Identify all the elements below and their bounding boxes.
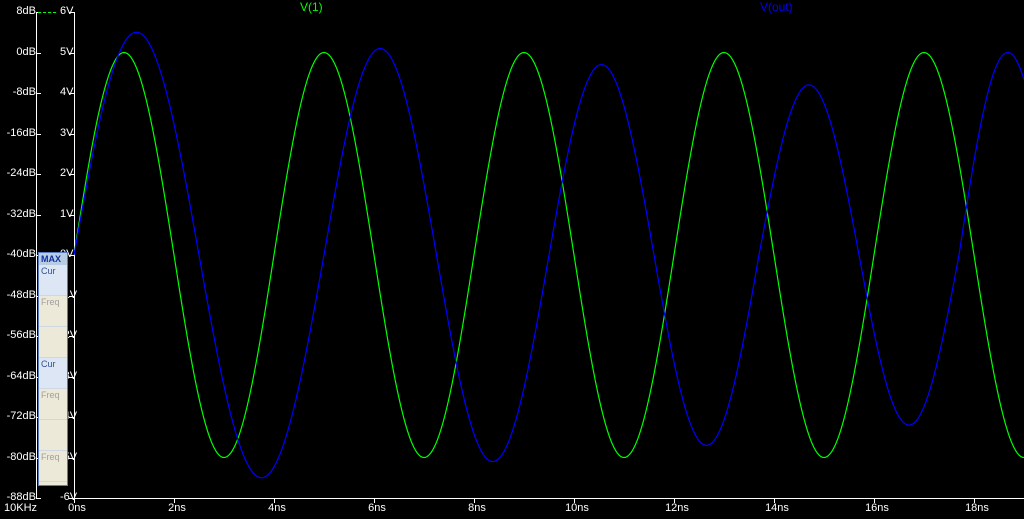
x-axis-tick: 16ns [862, 502, 892, 514]
x-axis-tick: 6ns [362, 502, 392, 514]
x-axis-tick: 12ns [662, 502, 692, 514]
v-axis-tick: 2V [60, 167, 73, 179]
waveform-plot [74, 12, 1024, 498]
x-axis-tick: 18ns [962, 502, 992, 514]
db-axis-tick: -80dB [7, 451, 36, 463]
db-axis-tick: -56dB [7, 329, 36, 341]
v-axis-tick: 5V [60, 46, 73, 58]
cursor-panel-row: Cur [39, 265, 67, 296]
x-axis-tick: 14ns [762, 502, 792, 514]
cursor-panel-row: Freq [39, 296, 67, 327]
v-axis-tick: 3V [60, 127, 73, 139]
db-axis-tick: -8dB [13, 86, 36, 98]
cursor-panel-row [39, 327, 67, 358]
db-legend-dash [38, 12, 56, 13]
x-axis-tick: 8ns [462, 502, 492, 514]
db-axis-tick: -16dB [7, 127, 36, 139]
db-axis-tick: -32dB [7, 208, 36, 220]
cursor-panel-row: Freq [39, 389, 67, 420]
db-axis-tick: -64dB [7, 370, 36, 382]
x-axis-tick: 2ns [162, 502, 192, 514]
cursor-panel-row [39, 420, 67, 451]
v-axis-tick: 4V [60, 86, 73, 98]
x-axis-tick: 0ns [62, 502, 92, 514]
cursor-panel-row: Cur [39, 358, 67, 389]
db-axis-tick: -40dB [7, 248, 36, 260]
db-axis-tick: 8dB [16, 5, 36, 17]
v-axis-tick: 6V [60, 5, 73, 17]
v-axis-tick: 1V [60, 208, 73, 220]
db-axis-tick: 0dB [16, 46, 36, 58]
db-axis-tick: -72dB [7, 410, 36, 422]
db-axis-tick: -24dB [7, 167, 36, 179]
cursor-panel-header: MAX [39, 253, 67, 265]
cursor-panel-row: Freq [39, 451, 67, 482]
x-axis-tick: 10ns [562, 502, 592, 514]
db-axis-tick: -48dB [7, 289, 36, 301]
cursor-panel[interactable]: MAXCurFreqCurFreqFreq [38, 252, 68, 486]
corner-freq-label: 10KHz [4, 502, 37, 514]
x-axis-tick: 4ns [262, 502, 292, 514]
